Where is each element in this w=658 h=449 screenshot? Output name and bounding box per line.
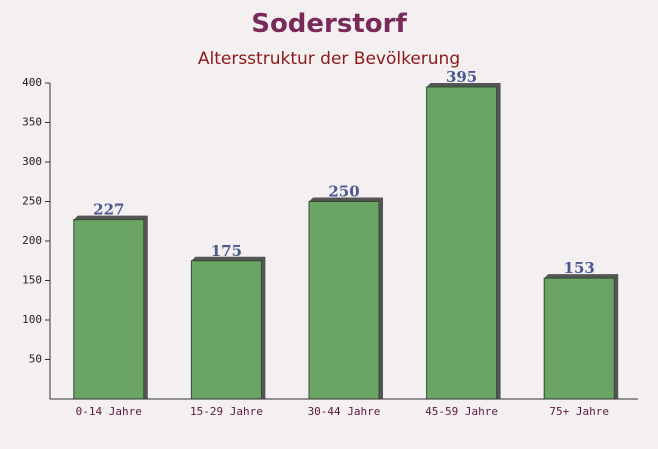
x-tick-label: 45-59 Jahre — [425, 405, 498, 418]
chart-subtitle: Altersstruktur der Bevölkerung — [198, 49, 460, 69]
bar — [426, 86, 498, 400]
y-tick-label: 100 — [22, 313, 42, 326]
x-tick-label: 0-14 Jahre — [76, 405, 142, 418]
bar — [543, 277, 615, 400]
y-tick-label: 150 — [22, 274, 42, 287]
value-label: 395 — [446, 68, 477, 86]
bar — [308, 201, 380, 400]
value-label: 227 — [93, 201, 124, 219]
y-tick-label: 50 — [29, 353, 42, 366]
y-tick-label: 300 — [22, 155, 42, 168]
y-tick-label: 350 — [22, 116, 42, 129]
y-tick-label: 250 — [22, 195, 42, 208]
y-tick-label: 400 — [22, 76, 42, 89]
value-label: 175 — [211, 242, 242, 260]
x-tick-label: 15-29 Jahre — [190, 405, 263, 418]
y-tick-label: 200 — [22, 234, 42, 247]
bar — [73, 219, 145, 400]
bar — [190, 260, 262, 400]
x-tick-label: 75+ Jahre — [549, 405, 609, 418]
value-label: 153 — [564, 259, 595, 277]
value-label: 250 — [328, 183, 359, 201]
x-tick-label: 30-44 Jahre — [308, 405, 381, 418]
chart-title: Soderstorf — [251, 9, 407, 39]
